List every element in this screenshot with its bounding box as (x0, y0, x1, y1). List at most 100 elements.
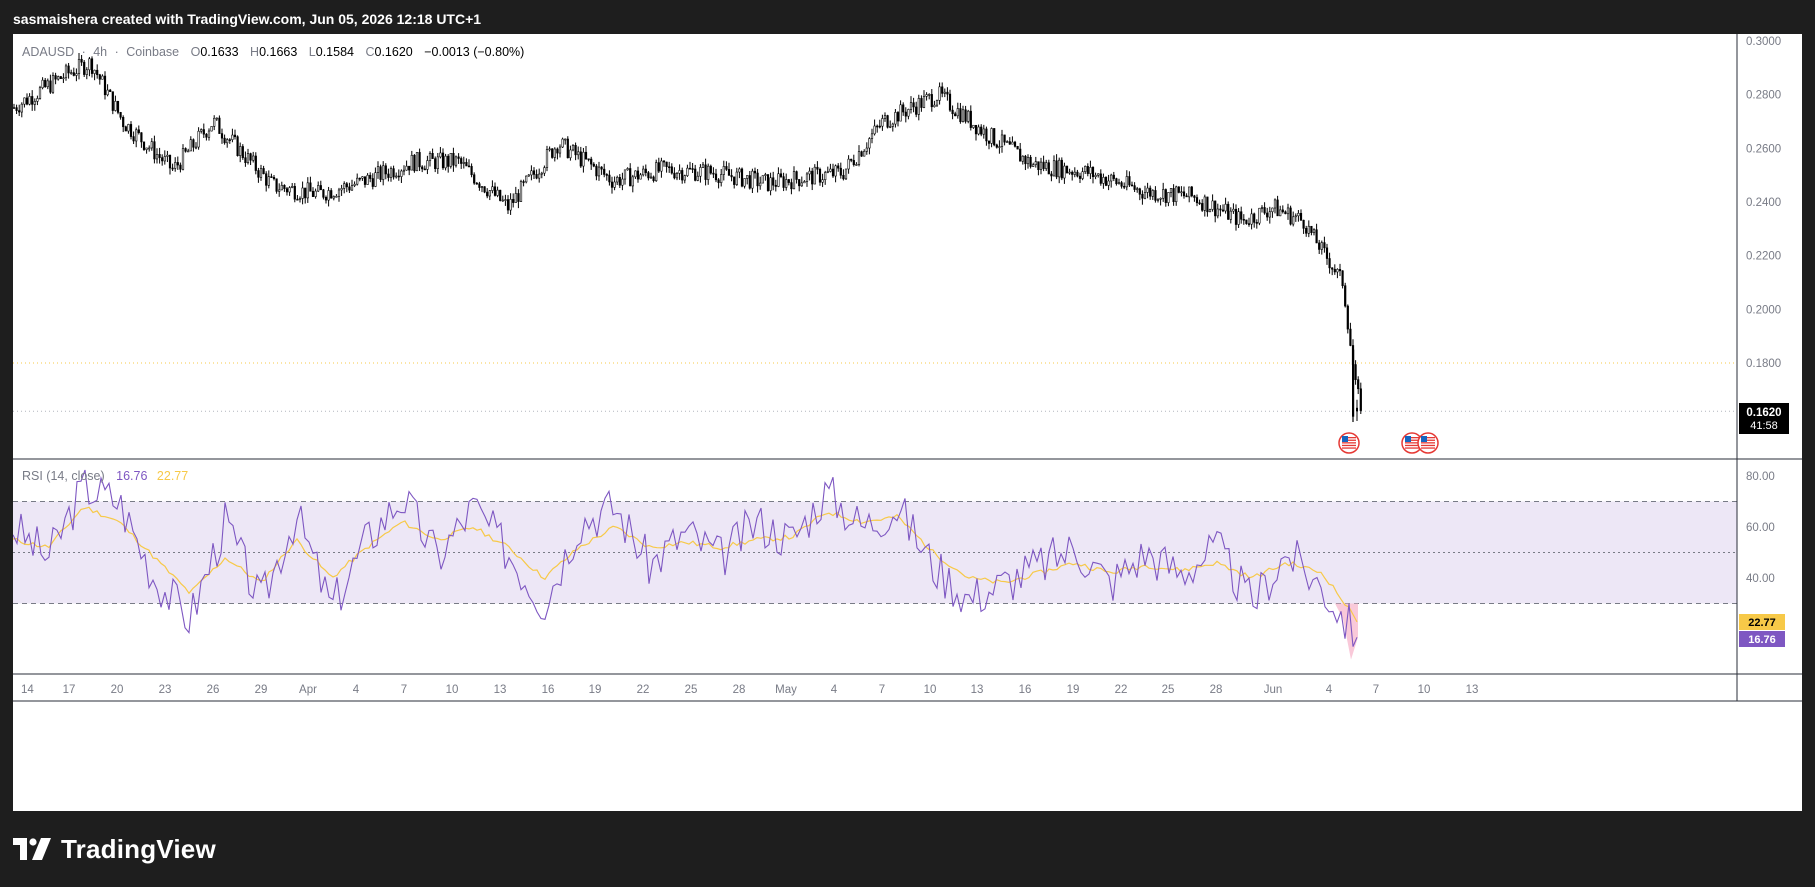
candle (57, 75, 60, 81)
candle (964, 105, 967, 124)
candle (1063, 162, 1066, 184)
candle (161, 154, 164, 166)
candle (124, 125, 127, 132)
candle (1268, 206, 1271, 224)
candle (597, 161, 601, 181)
candle (829, 163, 832, 173)
candle (244, 151, 247, 167)
candle (397, 169, 400, 181)
rsi-oversold-fill (1335, 603, 1358, 660)
price-pane[interactable] (13, 53, 1737, 423)
candle (23, 97, 26, 108)
us-flag-event-icon[interactable] (1417, 432, 1439, 454)
legend-interval: 4h (93, 45, 107, 59)
rsi-ma-badge[interactable]: 22.77 (1739, 614, 1785, 630)
candle (623, 169, 627, 185)
candle (1318, 239, 1321, 254)
candle (1359, 382, 1362, 414)
time-axis[interactable]: 14 17 20 23 26 29 Apr 4 7 10 13 16 19 22 25 28 May 4 7 10 13… (21, 684, 1478, 696)
candle (982, 124, 985, 139)
chart-frame[interactable]: 0.3000 0.2800 0.2600 0.2400 0.2200 0.2000 0.18… (13, 34, 1802, 811)
candle (834, 164, 837, 183)
last-price-badge[interactable]: 0.1620 41:58 (1739, 403, 1789, 434)
candle (722, 160, 725, 181)
rsi-ma-badge-bg (1739, 614, 1785, 630)
candle (751, 168, 754, 194)
candle (1312, 228, 1316, 236)
legend-close: 0.1620 (375, 45, 413, 59)
candle (1086, 163, 1089, 177)
time-tick-label: 23 (159, 684, 172, 696)
us-flag-event-icon[interactable] (1338, 432, 1360, 454)
candle (660, 157, 663, 178)
candle (894, 109, 897, 128)
rsi-axis[interactable]: 80.00 60.00 40.00 (1746, 471, 1775, 585)
candle (254, 152, 257, 175)
candle (917, 94, 920, 121)
candle (470, 163, 473, 178)
candle (200, 128, 203, 134)
candle (990, 127, 993, 148)
price-axis[interactable]: 0.3000 0.2800 0.2600 0.2400 0.2200 0.2000 0.18… (1746, 36, 1781, 370)
candle (730, 169, 733, 182)
candle (36, 95, 39, 106)
candle (265, 171, 268, 192)
chart-svg[interactable]: 0.3000 0.2800 0.2600 0.2400 0.2200 0.2000 0.18… (13, 34, 1802, 811)
time-tick-label: May (775, 684, 797, 696)
candle (496, 186, 499, 198)
candle (1344, 282, 1347, 308)
candle (626, 167, 629, 171)
candle (80, 54, 83, 66)
us-flag-event-icon[interactable] (1401, 432, 1423, 454)
rsi-pane[interactable] (13, 469, 1737, 660)
candle (1091, 166, 1095, 184)
candle (665, 161, 668, 173)
candle (587, 158, 590, 162)
candle (930, 89, 933, 112)
candle (473, 172, 476, 185)
candle (233, 129, 237, 140)
candle (1094, 172, 1097, 180)
economic-events[interactable] (1338, 432, 1439, 454)
candle (1151, 189, 1154, 200)
candle (551, 148, 554, 159)
candle (111, 91, 114, 115)
candle (410, 150, 413, 171)
candle (1325, 243, 1329, 265)
candle (75, 68, 78, 82)
candle (135, 127, 138, 148)
candle (525, 175, 528, 184)
rsi-tick-label: 80.00 (1746, 471, 1775, 483)
candle (816, 161, 819, 175)
candle (1208, 208, 1212, 213)
footer: TradingView (13, 826, 216, 872)
candle (72, 67, 75, 77)
candle (462, 156, 465, 169)
candle (467, 159, 471, 168)
time-tick-label: 22 (637, 684, 650, 696)
candle (896, 111, 900, 127)
candle (881, 114, 884, 131)
candle (46, 78, 49, 90)
candle (1039, 157, 1043, 175)
candle (330, 188, 333, 199)
rsi-ma-badge-text: 22.77 (1748, 617, 1776, 629)
rsi-badge[interactable]: 16.76 (1739, 631, 1785, 647)
candle (311, 187, 315, 198)
attribution-bar: sasmaishera created with TradingView.com… (0, 0, 1815, 34)
candle (405, 160, 408, 171)
rsi-badge-text: 16.76 (1748, 634, 1776, 646)
candle (340, 184, 343, 196)
candle (67, 62, 70, 79)
candle (15, 104, 18, 115)
candle (704, 158, 707, 186)
legend-open: 0.1633 (200, 45, 238, 59)
candle (1185, 193, 1188, 198)
candle (439, 146, 442, 159)
candle (389, 166, 393, 182)
candle (652, 175, 655, 183)
candle (1180, 186, 1183, 197)
candle (449, 152, 452, 169)
candle (621, 172, 624, 191)
candle (114, 95, 117, 112)
